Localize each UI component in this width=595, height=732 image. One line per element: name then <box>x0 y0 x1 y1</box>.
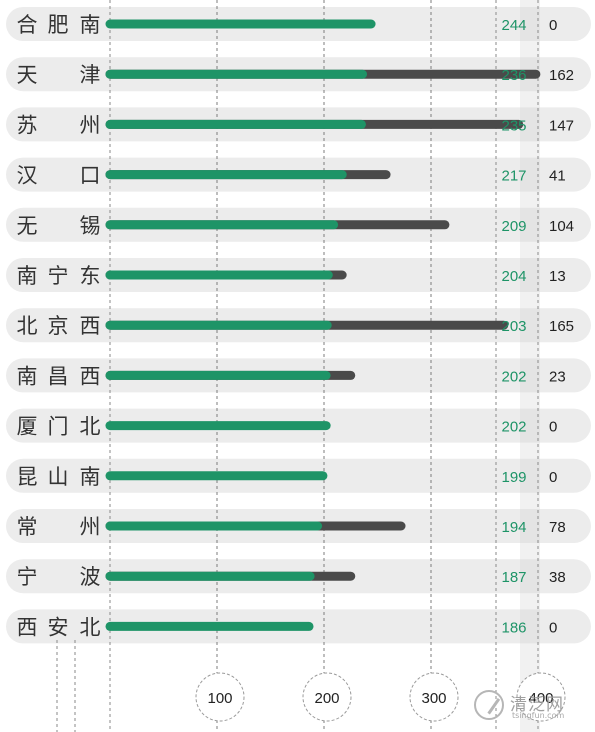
station-labels: 合肥南天 津苏 州汉 口无 锡南宁东北京西南昌西厦门北昆山南常 州宁 波西安北 <box>17 13 101 639</box>
category-label: 宁波 <box>17 565 101 589</box>
category-label: 无锡 <box>17 214 101 238</box>
tick-circle <box>195 672 245 722</box>
data-label: 244 <box>501 17 526 34</box>
watermark: 清泛网 tsingfun.com <box>474 688 592 728</box>
category-label: 南昌西 <box>17 364 101 388</box>
category-label: 西安北 <box>17 615 101 639</box>
tick-circle <box>302 672 352 722</box>
category-label: 昆山南 <box>17 465 101 489</box>
data-label: 203 <box>501 318 526 335</box>
tick-circle <box>516 672 566 722</box>
tick-label: 300 <box>421 690 446 707</box>
data-label: 13 <box>549 268 566 285</box>
data-label: 38 <box>549 569 566 586</box>
watermark-domain: tsingfun.com <box>512 711 565 720</box>
data-label: 162 <box>549 67 574 84</box>
category-label: 厦门北 <box>17 415 101 439</box>
data-label: 236 <box>501 67 526 84</box>
category-label: 常州 <box>17 515 101 539</box>
data-label: 147 <box>549 117 574 134</box>
data-label: 0 <box>549 419 557 436</box>
category-label: 南宁东 <box>17 264 101 288</box>
tick-label: 100 <box>207 690 232 707</box>
data-label: 78 <box>549 519 566 536</box>
tick-circle <box>409 672 459 722</box>
value-labels: 244 0 236 162 235 147 217 41 209 104 204 13 203 165 20… <box>501 17 574 636</box>
tick-label: 200 <box>314 690 339 707</box>
data-label: 0 <box>549 469 557 486</box>
category-label: 汉口 <box>17 164 101 188</box>
data-label: 194 <box>501 519 526 536</box>
value-column-shade <box>520 0 540 732</box>
tick-label: 400 <box>528 690 553 707</box>
data-label: 104 <box>549 218 574 235</box>
category-label: 合肥南 <box>17 13 101 37</box>
data-label: 202 <box>501 368 526 385</box>
data-label: 217 <box>501 168 526 185</box>
data-label: 199 <box>501 469 526 486</box>
data-label: 187 <box>501 569 526 586</box>
data-label: 209 <box>501 218 526 235</box>
data-label: 0 <box>549 619 557 636</box>
data-label: 186 <box>501 619 526 636</box>
bars <box>105 19 541 631</box>
data-label: 0 <box>549 17 557 34</box>
data-label: 235 <box>501 117 526 134</box>
data-label: 23 <box>549 368 566 385</box>
category-label: 天津 <box>17 63 101 87</box>
watermark-text: 清泛网 <box>510 695 564 715</box>
category-label: 苏州 <box>17 113 101 137</box>
category-label: 北京西 <box>17 314 101 338</box>
watermark-logo-icon <box>474 690 504 720</box>
data-label: 41 <box>549 168 566 185</box>
x-axis-ticks: 100200300400500600 <box>195 672 566 722</box>
data-label: 202 <box>501 419 526 436</box>
data-label: 204 <box>501 268 526 285</box>
data-label: 165 <box>549 318 574 335</box>
